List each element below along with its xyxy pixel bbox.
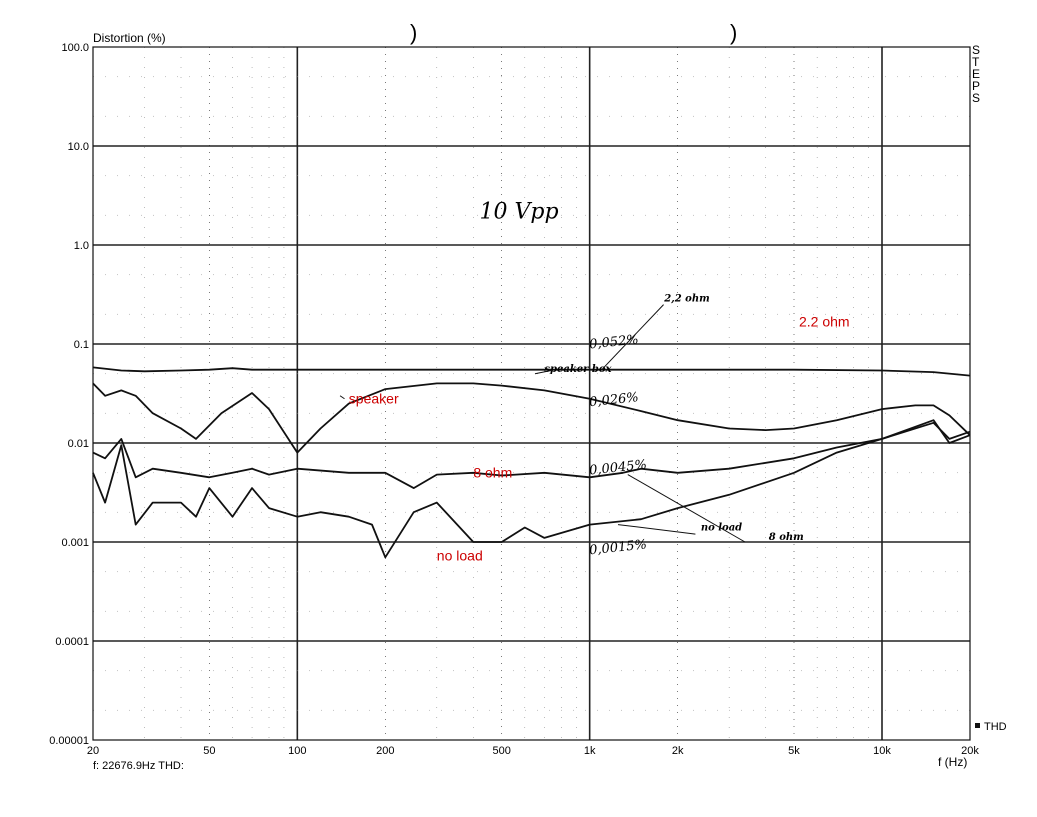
x-tick-label: 50 xyxy=(203,745,215,757)
series-line-8-ohm xyxy=(92,421,971,489)
red-series-label: 8 ohm xyxy=(473,464,512,480)
annotations: 2,2 ohm speaker box no load 8 ohm 10 Vpp 0,05… xyxy=(339,200,850,564)
annotation-leader-line xyxy=(627,474,746,543)
red-series-label: no load xyxy=(437,548,483,564)
x-tick-label: 20 xyxy=(87,745,99,757)
grid xyxy=(93,47,970,740)
x-tick-label: 20k xyxy=(961,745,979,757)
annotation-leader-line xyxy=(617,524,696,535)
x-tick-label: 500 xyxy=(492,745,510,757)
top-mark-left: ) xyxy=(410,20,417,45)
x-tick-label: 5k xyxy=(788,745,800,757)
y-tick-label: 100.0 xyxy=(61,42,89,54)
percentage-note: 0,0015% xyxy=(589,537,648,558)
plot-frame xyxy=(92,46,971,741)
annotation-leader-line xyxy=(339,395,345,400)
y-tick-label: 1.0 xyxy=(74,240,89,252)
y-tick-label: 0.1 xyxy=(74,339,89,351)
series-line-speaker-box xyxy=(92,382,971,454)
series-label-annotation: 8 ohm xyxy=(769,532,804,543)
legend-marker xyxy=(975,723,980,728)
x-tick-label: 100 xyxy=(288,745,306,757)
legend-thd: THD xyxy=(984,721,1007,733)
percentage-note: 0,0045% xyxy=(589,458,648,479)
x-axis-label: f (Hz) xyxy=(938,755,967,769)
x-tick-label: 2k xyxy=(672,745,684,757)
y-axis-label: Distortion (%) xyxy=(93,31,166,45)
y-tick-label: 0.0001 xyxy=(55,636,89,648)
series-label-annotation: 2,2 ohm xyxy=(663,293,709,304)
top-mark-right: ) xyxy=(730,20,737,45)
series-group xyxy=(92,366,971,559)
annotation-leader-line xyxy=(601,304,664,371)
voltage-note: 10 Vpp xyxy=(480,200,559,225)
series-line-no-load xyxy=(92,419,971,559)
status-readout: f: 22676.9Hz THD: xyxy=(93,760,184,772)
x-tick-label: 200 xyxy=(376,745,394,757)
red-series-label: speaker xyxy=(349,391,399,407)
percentage-note: 0,052% xyxy=(589,332,640,352)
annotation-leader-line xyxy=(534,369,555,375)
x-tick-label: 10k xyxy=(873,745,891,757)
y-tick-label: 0.001 xyxy=(61,537,89,549)
series-label-annotation: speaker box xyxy=(544,364,612,375)
red-series-label: 2.2 ohm xyxy=(799,314,850,330)
y-tick-label: 0.00001 xyxy=(49,735,89,747)
series-line-2-2-ohm xyxy=(92,366,971,377)
y-tick-label: 10.0 xyxy=(68,141,89,153)
y-tick-label: 0.01 xyxy=(68,438,89,450)
x-tick-label: 1k xyxy=(584,745,596,757)
percentage-note: 0,026% xyxy=(589,390,640,410)
